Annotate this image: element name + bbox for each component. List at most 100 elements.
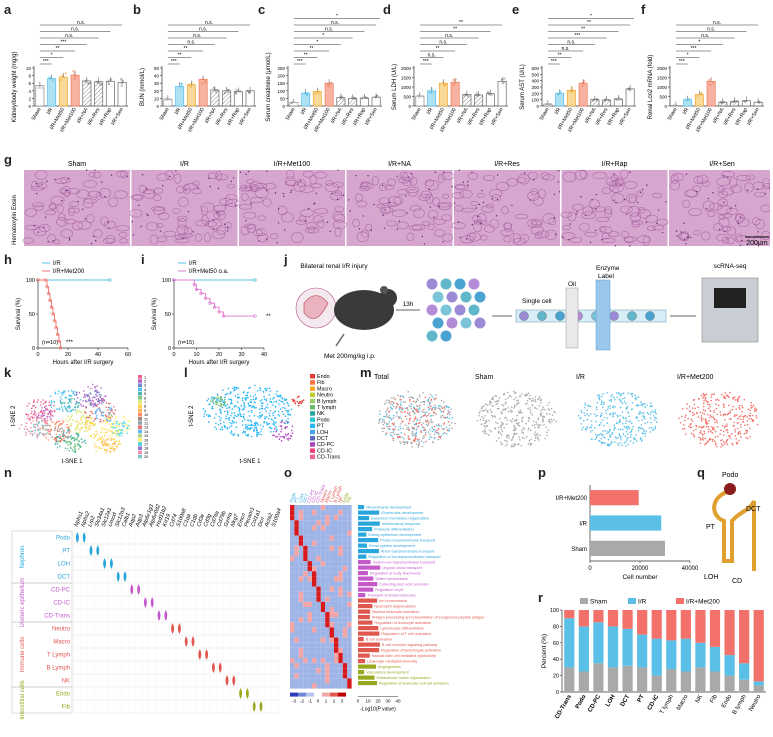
y-axis-label: BUN (mmol/L) <box>140 68 146 106</box>
tsne-point <box>549 422 551 424</box>
tsne-point <box>268 426 271 428</box>
enzyme-label: Enzyme <box>596 265 620 272</box>
tubule <box>491 194 501 202</box>
heat-cell <box>325 505 330 511</box>
nucleus <box>595 208 597 210</box>
tsne-point <box>701 438 704 440</box>
tsne-point <box>40 415 42 417</box>
data-point <box>709 79 712 82</box>
nucleus <box>396 175 398 177</box>
tsne-point <box>598 433 601 436</box>
column-label: NK <box>337 496 344 504</box>
tsne-point <box>264 418 266 420</box>
term-bar <box>358 543 367 548</box>
tsne-point <box>699 442 702 445</box>
tsne-point <box>726 429 729 431</box>
tsne-point <box>737 396 740 399</box>
tsne-point <box>394 428 396 431</box>
tsne-point <box>98 393 101 396</box>
heat-cell <box>329 622 334 628</box>
tsne-point <box>235 386 238 389</box>
nucleus <box>192 231 194 233</box>
tsne-point <box>624 402 627 405</box>
tsne-point <box>707 425 710 428</box>
tsne-point <box>703 400 705 402</box>
heat-cell <box>347 652 352 658</box>
tsne-point <box>267 417 270 420</box>
tsne-point <box>217 397 220 400</box>
tsne-point <box>644 406 646 408</box>
tsne-point <box>88 400 91 402</box>
tubule <box>425 193 434 205</box>
tsne-point <box>84 396 87 398</box>
sig-label: n.s. <box>193 33 201 39</box>
tsne-point <box>524 393 526 396</box>
tsne-point <box>608 399 611 402</box>
tsne-point <box>278 433 280 436</box>
legend-label: 20 <box>144 455 148 459</box>
tsne-point <box>34 411 36 414</box>
tsne-point <box>704 443 706 446</box>
tsne-point <box>493 415 496 417</box>
y-tick-label: 1500 <box>401 76 412 81</box>
heat-cell <box>347 520 352 526</box>
tsne-point <box>691 420 694 423</box>
tsne-point <box>416 418 418 420</box>
x-tick-label: I/R <box>300 107 309 116</box>
heat-cell <box>334 550 339 556</box>
tsne-point <box>414 417 417 420</box>
tubule <box>34 169 48 180</box>
tsne-point <box>610 441 613 444</box>
tsne-point <box>422 429 425 432</box>
tsne-point <box>598 398 601 401</box>
nucleus <box>277 208 280 210</box>
sig-label: n.s. <box>707 27 715 33</box>
heat-cell <box>303 505 308 511</box>
tsne-point <box>589 431 592 433</box>
tsne-point <box>126 432 129 435</box>
legend-swatch <box>138 421 142 425</box>
tsne-point <box>41 415 44 418</box>
y-axis-label: t-SNE 2 <box>11 405 17 427</box>
tubule <box>693 175 704 184</box>
stack-segment <box>593 622 604 664</box>
colorbar-tick: 1 <box>325 699 328 704</box>
legend-label: 2 <box>144 380 146 384</box>
legend-label: CD-Trans <box>317 455 340 461</box>
tsne-point <box>237 397 239 399</box>
tsne-point <box>703 413 706 415</box>
tsne-point <box>606 422 609 424</box>
heat-cell <box>329 530 334 536</box>
tsne-point <box>399 423 402 425</box>
gene-label: Gzma <box>223 512 234 528</box>
tsne-point <box>652 428 655 431</box>
tsne-point <box>587 405 590 408</box>
heat-cell <box>320 652 326 658</box>
tsne-point <box>532 399 535 402</box>
tubule <box>359 182 374 190</box>
tsne-point <box>429 433 431 436</box>
tsne-point <box>251 411 253 414</box>
tubule <box>409 205 422 212</box>
colorbar-segment <box>330 692 338 697</box>
tsne-point <box>219 428 222 431</box>
tsne-point <box>234 388 236 391</box>
tsne-point <box>28 402 31 405</box>
tsne-point <box>301 401 303 404</box>
heat-cell <box>338 607 343 613</box>
nucleus <box>554 233 557 236</box>
bar-I/R <box>590 515 662 531</box>
heat-cell <box>290 647 295 653</box>
tsne-point <box>606 432 608 435</box>
tsne-point <box>48 404 50 407</box>
tsne-point <box>616 422 619 424</box>
heat-cell <box>329 591 334 597</box>
tsne-point <box>247 402 250 405</box>
x-axis-label: t-SNE 1 <box>239 459 261 465</box>
tsne-point <box>111 426 114 429</box>
tsne-point <box>235 415 238 418</box>
